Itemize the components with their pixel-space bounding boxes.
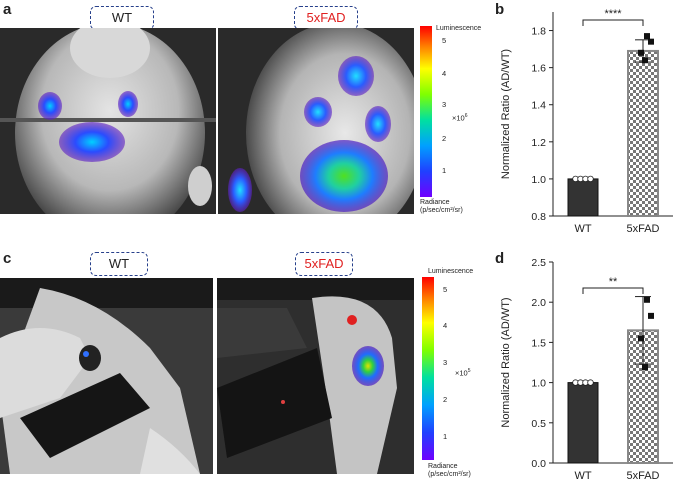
data-point-5xfad [644,296,650,303]
mouse-image-5xfad-c [217,278,414,474]
colorbar-tick-a-5: 5 [442,36,447,45]
y-axis-label: Normalized Ratio (AD/WT) [500,297,512,427]
y-tick-label: 0.0 [531,458,546,470]
data-point-5xfad [648,312,654,319]
y-tick-label: 2.5 [531,257,546,269]
label-wt-c: WT [90,252,148,276]
colorbar-c [422,277,434,460]
data-point-wt [587,175,594,183]
colorbar-radiance-a: Radiance (p/sec/cm²/sr) [420,199,463,214]
colorbar-exponent-c: ×105 [455,368,471,378]
colorbar-tick-c-3: 3 [443,358,448,367]
data-point-wt [587,379,594,386]
y-tick-label: 0.8 [531,211,546,223]
colorbar-tick-c-5: 5 [443,285,448,294]
colorbar-tick-c-1: 1 [443,432,448,441]
x-tick-label: 5xFAD [626,223,659,235]
colorbar-tick-a-3: 3 [442,100,447,109]
data-point-5xfad [638,335,644,342]
label-5xfad-c: 5xFAD [295,252,353,276]
colorbar-exponent-a: ×106 [452,113,468,123]
colorbar-title-c: Luminescence [428,268,474,275]
panel-letter-a: a [3,1,12,18]
y-tick-label: 1.6 [531,63,546,75]
data-point-5xfad [642,57,648,64]
colorbar-tick-c-2: 2 [443,395,448,404]
colorbar-a [420,26,432,197]
bar-wt [567,382,599,464]
x-tick-label: WT [574,223,591,235]
colorbar-radiance-c: Radiance (p/sec/cm²/sr) [428,463,471,478]
bar-chart-b: 0.8 1.0 1.2 1.4 1.6 1.8 Normalized Ratio (AD/W… [500,8,673,235]
colorbar-tick-a-2: 2 [442,134,447,143]
data-point-5xfad [644,33,650,40]
data-point-5xfad [648,38,654,45]
panel-letter-b: b [495,1,505,18]
panel-letter-d: d [495,250,505,267]
colorbar-tick-a-1: 1 [442,166,447,175]
y-tick-label: 1.8 [531,26,546,38]
significance-label: ** [609,276,618,288]
significance-label: **** [604,8,622,20]
y-tick-label: 2.0 [531,297,546,309]
y-tick-label: 1.0 [531,378,546,390]
colorbar-title-a: Luminescence [436,25,482,32]
bar-chart-d: 0.0 0.5 1.0 1.5 2.0 2.5 Normalized Ratio (AD/W… [500,257,673,482]
mouse-image-wt-a [0,28,216,214]
panel-letter-c: c [3,250,12,267]
x-tick-label: 5xFAD [626,470,659,482]
significance-bracket [582,287,644,294]
y-axis-label: Normalized Ratio (AD/WT) [500,49,512,179]
data-point-5xfad [642,364,648,371]
y-tick-label: 1.0 [531,174,546,186]
y-tick-label: 1.4 [531,100,546,112]
y-tick-label: 0.5 [531,418,546,430]
x-tick-label: WT [574,470,591,482]
significance-bracket [582,19,644,26]
y-tick-label: 1.5 [531,337,546,349]
colorbar-tick-a-4: 4 [442,69,447,78]
colorbar-tick-c-4: 4 [443,321,448,330]
label-5xfad-a: 5xFAD [294,6,358,30]
bar-wt [567,178,599,217]
y-tick-label: 1.2 [531,137,546,149]
data-point-5xfad [638,49,644,56]
mouse-image-5xfad-a [218,28,414,214]
mouse-image-wt-c [0,278,213,474]
label-wt-a: WT [90,6,154,30]
bar-5xfad [627,49,659,218]
